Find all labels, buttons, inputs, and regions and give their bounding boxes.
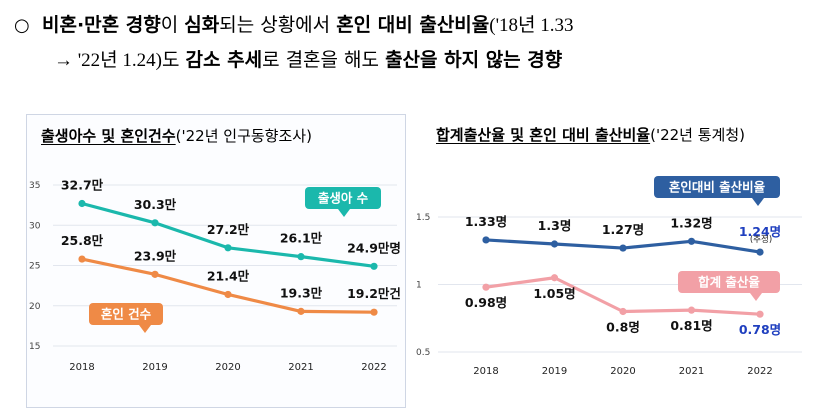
intro-line-2-segment-4: 출산을 하지 않는 경향 xyxy=(385,49,563,71)
births-chart-series-1-point xyxy=(224,290,232,299)
births-chart-series-1-point xyxy=(151,270,159,278)
fertility-chart: 0.5 1 1.5 2018 2019 2020 2021 2022 1.33명 1.3명 1.27… xyxy=(416,176,802,377)
births-chart-series-0-point xyxy=(78,199,86,208)
births-chart-series-0-point xyxy=(151,219,159,227)
fertility-chart-series-0-data-label: 1.3명 xyxy=(538,218,572,233)
births-chart-legend-badge-1 xyxy=(89,303,163,325)
fertility-chart-x-tick-label: 2019 xyxy=(542,366,567,377)
intro-line-2-segment-3: 로 결혼을 해도 xyxy=(262,49,386,71)
fertility-chart-series-0-data-label: 1.24명 xyxy=(739,224,781,239)
intro-line-1-segment-1: 이 xyxy=(160,14,185,36)
fertility-chart-legend-badge-0 xyxy=(654,176,780,198)
fertility-chart-legend-badge-1 xyxy=(678,271,780,293)
births-chart-legend-label-1: 혼인 건수 xyxy=(101,307,152,322)
fertility-chart-series-0-data-label: 1.32명 xyxy=(670,215,712,230)
fertility-chart-source: ('22년 통계청) xyxy=(650,126,745,144)
births-chart-y-tick-label: 35 xyxy=(29,181,40,191)
intro-line-2: → '22년 1.24)도 감소 추세로 결혼을 해도 출산을 하지 않는 경향 xyxy=(14,43,814,78)
births-chart-series-1-point xyxy=(78,255,86,263)
fertility-panel: 합계출산율 및 혼인 대비 출산비율('22년 통계청) 0.5 1 1.5 2018… xyxy=(414,114,810,406)
births-chart-title: 출생아수 및 혼인건수('22년 인구동향조사) xyxy=(41,125,312,146)
births-chart-x-tick-label: 2022 xyxy=(361,362,386,373)
fertility-chart-title: 합계출산율 및 혼인 대비 출산비율('22년 통계청) xyxy=(436,124,745,145)
fertility-chart-title-text: 합계출산율 및 혼인 대비 출산비율 xyxy=(436,126,651,144)
fertility-chart-series-1-point xyxy=(619,307,627,316)
fertility-chart-legend-label-1: 합계 출산율 xyxy=(698,275,760,290)
births-chart-series-0-data-label: 24.9만명 xyxy=(347,240,401,255)
fertility-chart-series-0-data-label: 1.33명 xyxy=(465,214,507,229)
fertility-chart-x-tick-label: 2021 xyxy=(679,366,704,377)
fertility-chart-series-0-data-label: 1.27명 xyxy=(602,222,644,237)
fertility-chart-series-0-point xyxy=(550,240,559,248)
fertility-chart-y-tick-label: 0.5 xyxy=(416,348,430,358)
fertility-chart-series-1-data-label: 0.98명 xyxy=(465,295,507,310)
births-chart-series-0-data-label: 27.2만 xyxy=(207,222,250,237)
births-chart-series-0-point xyxy=(297,253,305,261)
intro-line-1-segment-3: 되는 상황에서 xyxy=(219,14,337,36)
fertility-chart-series-1-point xyxy=(482,283,490,291)
intro-line-1-segment-4: 혼인 대비 출산비율 xyxy=(336,14,490,36)
fertility-chart-series-0-point xyxy=(482,236,490,244)
births-chart-series-0-data-label: 26.1만 xyxy=(280,231,323,246)
fertility-chart-series-1-data-label: 0.78명 xyxy=(739,322,781,337)
intro-line-1-segment-0: 비혼·만혼 경향 xyxy=(42,14,161,36)
fertility-chart-x-tick-label: 2022 xyxy=(747,366,772,377)
births-chart-source: ('22년 인구동향조사) xyxy=(175,127,312,145)
births-chart-x-tick-label: 2021 xyxy=(288,362,313,373)
intro-line-2-segment-0: → '22년 1.24) xyxy=(54,50,162,71)
fertility-chart-series-1-data-label: 1.05명 xyxy=(533,286,575,301)
births-chart-y-tick-label: 25 xyxy=(29,262,40,272)
intro-line-1-segment-5: ('18년 1.33 xyxy=(489,15,574,36)
births-chart-series-1-point xyxy=(370,308,378,316)
births-chart-series-1-data-label: 25.8만 xyxy=(61,233,104,248)
fertility-chart-y-tick-label: 1 xyxy=(416,281,422,291)
fertility-chart-series-1-point xyxy=(756,310,764,318)
fertility-chart-series-0-point xyxy=(619,244,627,252)
fertility-chart-series-1-point xyxy=(687,306,696,314)
intro-line-2-segment-1: 도 xyxy=(161,49,186,71)
fertility-chart-x-tick-label: 2020 xyxy=(610,366,635,377)
births-chart-legend-badge-0 xyxy=(305,187,381,209)
births-chart-legend-pointer-1 xyxy=(139,325,151,333)
births-chart-series-0-point xyxy=(370,262,378,270)
fertility-chart-series-1-data-label: 0.8명 xyxy=(606,320,640,335)
births-chart-x-tick-label: 2019 xyxy=(142,362,167,373)
births-chart-series-1-data-label: 21.4만 xyxy=(207,268,250,283)
fertility-chart-x-tick-label: 2018 xyxy=(473,366,498,377)
births-chart-legend-pointer-0 xyxy=(338,209,350,217)
intro-line-1: ○ 비혼·만혼 경향이 심화되는 상황에서 혼인 대비 출산비율('18년 1.3… xyxy=(14,8,814,43)
intro-text: ○ 비혼·만혼 경향이 심화되는 상황에서 혼인 대비 출산비율('18년 1.3… xyxy=(14,8,814,78)
fertility-chart-series-1-data-label: 0.81명 xyxy=(670,318,712,333)
births-chart-x-tick-label: 2020 xyxy=(215,362,240,373)
births-chart-series-1-data-label: 19.3만 xyxy=(280,285,323,300)
births-chart-title-text: 출생아수 및 혼인건수 xyxy=(41,127,176,145)
births-chart-series-0-data-label: 30.3만 xyxy=(134,197,177,212)
births-marriages-panel: 출생아수 및 혼인건수('22년 인구동향조사) 15 20 25 30 35 2018 2… xyxy=(26,114,406,408)
births-chart-series-0-point xyxy=(224,244,232,252)
fertility-chart-series-0-point xyxy=(756,248,764,256)
fertility-chart-series-0-note: (추정) xyxy=(750,234,772,245)
births-chart-y-tick-label: 20 xyxy=(29,302,41,312)
intro-line-1-segment-2: 심화 xyxy=(184,14,220,36)
fertility-chart-series-0-point xyxy=(687,237,696,245)
fertility-chart-y-tick-label: 1.5 xyxy=(416,213,430,223)
bullet-icon: ○ xyxy=(14,15,30,36)
births-chart-y-tick-label: 30 xyxy=(29,221,41,231)
fertility-chart-series-1-point xyxy=(550,274,559,282)
births-chart-legend-label-0: 출생아 수 xyxy=(318,191,369,206)
fertility-chart-legend-pointer-0 xyxy=(752,198,764,206)
fertility-chart-legend-pointer-1 xyxy=(750,293,762,301)
births-chart-x-tick-label: 2018 xyxy=(69,362,94,373)
fertility-chart-legend-label-0: 혼인대비 출산비율 xyxy=(669,180,766,195)
intro-line-2-segment-2: 감소 추세 xyxy=(185,49,263,71)
births-chart-series-0-data-label: 32.7만 xyxy=(61,178,104,193)
births-chart-series-1-data-label: 19.2만건 xyxy=(347,286,401,301)
births-chart-series-1-data-label: 23.9만 xyxy=(134,248,177,263)
births-chart-series-1-point xyxy=(297,307,305,315)
births-chart-y-tick-label: 15 xyxy=(29,342,40,352)
births-marriages-chart: 15 20 25 30 35 2018 2019 2020 2021 2022 32.7만 30.3만… xyxy=(29,178,401,373)
